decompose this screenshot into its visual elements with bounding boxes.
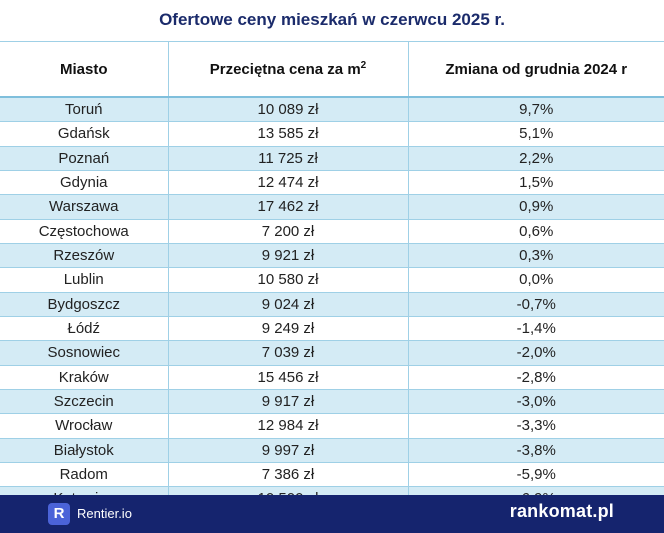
table-row: Poznań 11 725 zł 2,2%: [0, 145, 664, 171]
cell-city: Bydgoszcz: [0, 291, 169, 317]
cell-change: -3,0%: [408, 388, 664, 414]
table-row: Lublin 10 580 zł 0,0%: [0, 267, 664, 293]
cell-city: Białystok: [0, 437, 169, 463]
cell-city: Gdańsk: [0, 121, 169, 147]
table-row: Radom 7 386 zł -5,9%: [0, 461, 664, 487]
rentier-brand-name: Rentier.io: [77, 506, 132, 521]
table-row: Wrocław 12 984 zł -3,3%: [0, 413, 664, 439]
table-row: Rzeszów 9 921 zł 0,3%: [0, 242, 664, 268]
cell-price: 10 580 zł: [168, 267, 409, 293]
cell-change: -3,3%: [408, 413, 664, 439]
cell-city: Kraków: [0, 364, 169, 390]
cell-price: 7 386 zł: [168, 461, 409, 487]
cell-price: 10 089 zł: [168, 96, 409, 122]
cell-change: 5,1%: [408, 121, 664, 147]
table-row: Gdańsk 13 585 zł 5,1%: [0, 121, 664, 147]
table-row: Łódź 9 249 zł -1,4%: [0, 315, 664, 341]
cell-price: 13 585 zł: [168, 121, 409, 147]
cell-price: 9 921 zł: [168, 242, 409, 268]
header-price: Przeciętna cena za m2: [168, 41, 409, 97]
price-table: Miasto Przeciętna cena za m2 Zmiana od g…: [0, 41, 664, 511]
header-change: Zmiana od grudnia 2024 r: [408, 41, 664, 97]
cell-city: Rzeszów: [0, 242, 169, 268]
table-row: Gdynia 12 474 zł 1,5%: [0, 169, 664, 195]
header-city: Miasto: [0, 41, 169, 97]
cell-city: Szczecin: [0, 388, 169, 414]
table-row: Białystok 9 997 zł -3,8%: [0, 437, 664, 463]
cell-city: Gdynia: [0, 169, 169, 195]
cell-city: Sosnowiec: [0, 340, 169, 366]
cell-city: Toruń: [0, 96, 169, 122]
cell-city: Poznań: [0, 145, 169, 171]
table-row: Bydgoszcz 9 024 zł -0,7%: [0, 291, 664, 317]
cell-price: 11 725 zł: [168, 145, 409, 171]
cell-price: 17 462 zł: [168, 194, 409, 220]
cell-change: 9,7%: [408, 96, 664, 122]
page-title: Ofertowe ceny mieszkań w czerwcu 2025 r.: [159, 10, 505, 29]
cell-city: Lublin: [0, 267, 169, 293]
cell-change: -2,8%: [408, 364, 664, 390]
table-row: Częstochowa 7 200 zł 0,6%: [0, 218, 664, 244]
cell-change: 1,5%: [408, 169, 664, 195]
rentier-logo-icon: R: [48, 503, 70, 525]
cell-price: 9 249 zł: [168, 315, 409, 341]
table-header-row: Miasto Przeciętna cena za m2 Zmiana od g…: [0, 41, 664, 97]
cell-city: Warszawa: [0, 194, 169, 220]
rankomat-logo: rankomat.pl: [509, 501, 614, 521]
cell-city: Łódź: [0, 315, 169, 341]
table-row: Warszawa 17 462 zł 0,9%: [0, 194, 664, 220]
cell-price: 9 917 zł: [168, 388, 409, 414]
cell-price: 9 997 zł: [168, 437, 409, 463]
table-row: Kraków 15 456 zł -2,8%: [0, 364, 664, 390]
header-price-superscript: 2: [360, 60, 367, 71]
table-row: Sosnowiec 7 039 zł -2,0%: [0, 340, 664, 366]
cell-price: 7 200 zł: [168, 218, 409, 244]
cell-change: -5,9%: [408, 461, 664, 487]
table-row: Szczecin 9 917 zł -3,0%: [0, 388, 664, 414]
footer-bar: R Rentier.io rankomat.pl: [0, 495, 664, 533]
cell-change: 0,9%: [408, 194, 664, 220]
cell-change: -2,0%: [408, 340, 664, 366]
table-row: Toruń 10 089 zł 9,7%: [0, 96, 664, 122]
cell-price: 12 474 zł: [168, 169, 409, 195]
cell-price: 15 456 zł: [168, 364, 409, 390]
cell-city: Radom: [0, 461, 169, 487]
cell-change: 0,3%: [408, 242, 664, 268]
cell-change: 2,2%: [408, 145, 664, 171]
cell-price: 7 039 zł: [168, 340, 409, 366]
cell-price: 12 984 zł: [168, 413, 409, 439]
cell-change: 0,0%: [408, 267, 664, 293]
cell-price: 9 024 zł: [168, 291, 409, 317]
cell-change: -1,4%: [408, 315, 664, 341]
cell-city: Częstochowa: [0, 218, 169, 244]
cell-change: -3,8%: [408, 437, 664, 463]
cell-change: -0,7%: [408, 291, 664, 317]
table-body: Toruń 10 089 zł 9,7% Gdańsk 13 585 zł 5,1% Poz…: [0, 96, 664, 511]
cell-change: 0,6%: [408, 218, 664, 244]
cell-city: Wrocław: [0, 413, 169, 439]
